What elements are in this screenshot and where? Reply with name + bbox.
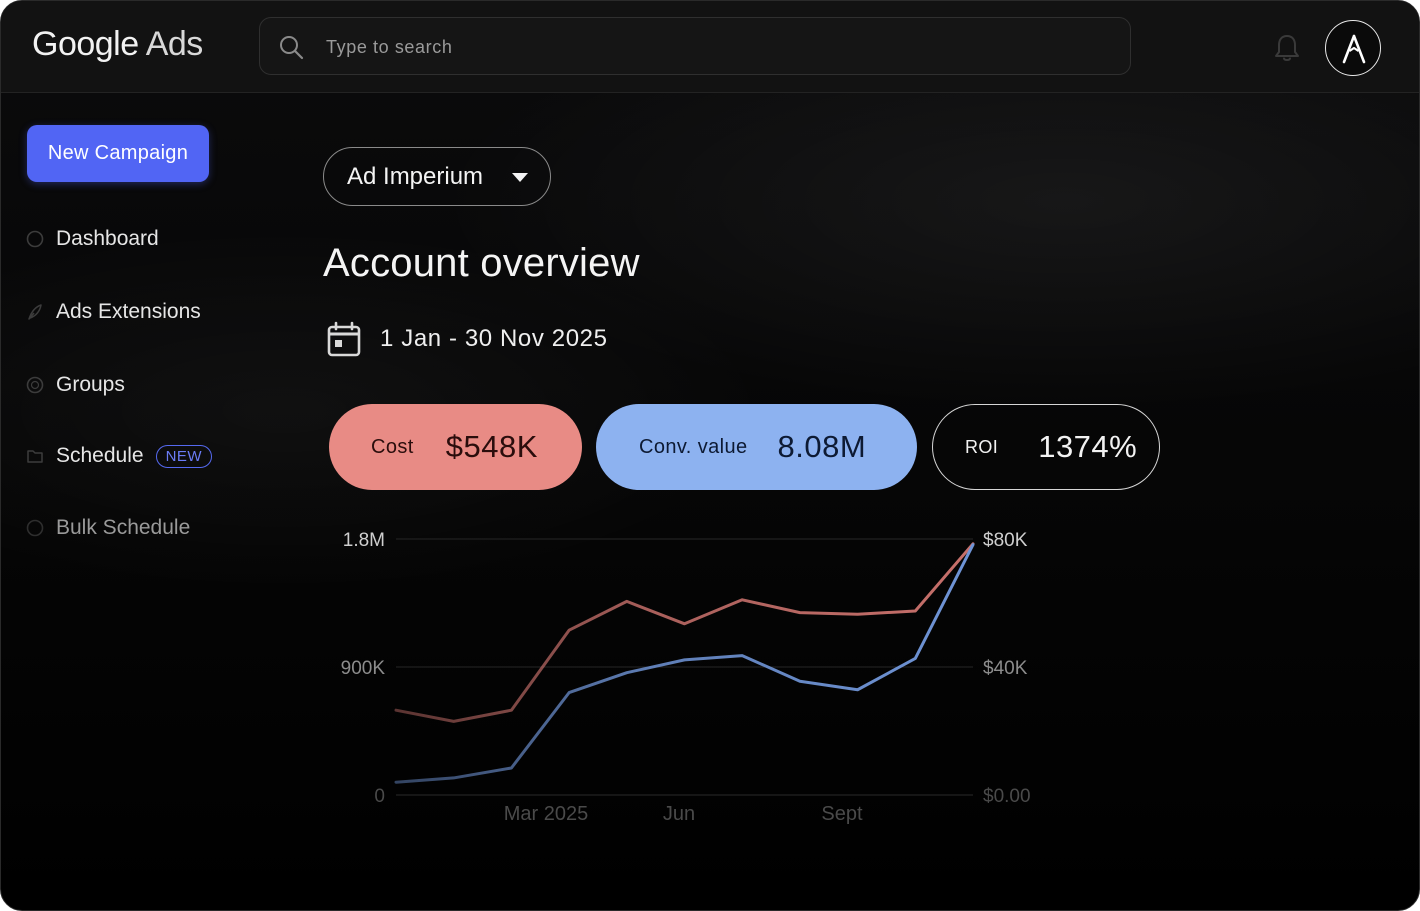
metric-label: Conv. value [639,435,748,458]
y-axis-left-tick-label: 900K [341,658,386,679]
sidebar-item-label: Schedule [56,444,144,467]
sidebar-item-dashboard[interactable]: Dashboard [25,224,159,254]
series-line-cost [394,542,975,723]
overview-line-chart: 1.8M $80K 900K $40K 0 $0.00 Mar 2025 Jun Sept [341,530,1031,825]
logo-google: Google [32,25,139,63]
metric-roi[interactable]: ROI 1374% [932,404,1160,490]
y-axis-left-tick-label: 1.8M [343,530,385,551]
metric-label: ROI [965,436,999,457]
new-campaign-button[interactable]: New Campaign [27,125,209,182]
x-axis-tick-label: Mar 2025 [504,803,589,825]
sidebar-item-label: Dashboard [56,227,159,250]
new-badge: NEW [155,444,213,468]
bell-icon[interactable] [1273,33,1301,63]
page-title: Account overview [323,241,640,285]
avatar-logo-icon [1342,34,1366,64]
metric-conv-value[interactable]: Conv. value 8.08M [596,404,917,490]
folder-icon [27,450,43,463]
search-icon [280,36,304,60]
feather-icon [28,304,42,320]
account-selector[interactable]: Ad Imperium [323,147,551,206]
metric-label: Cost [371,435,414,458]
account-selector-label: Ad Imperium [347,162,484,190]
metric-cost[interactable]: Cost $548K [329,404,582,490]
sidebar-item-schedule[interactable]: Schedule NEW [25,441,213,471]
sidebar-item-ads-extensions[interactable]: Ads Extensions [25,297,201,327]
circle-icon [26,230,44,248]
circle-icon [26,519,44,537]
logo-ads: Ads [145,25,204,63]
search-input[interactable] [324,30,1108,64]
calendar-icon[interactable] [327,321,361,357]
sidebar-item-label: Bulk Schedule [56,516,191,539]
metric-value: 1374% [1038,429,1138,464]
metric-value: 8.08M [777,429,867,464]
sidebar-item-label: Groups [56,373,125,396]
y-axis-right-tick-label: $80K [983,530,1028,551]
caret-down-icon [512,173,528,182]
google-ads-logo[interactable]: Google Ads [32,25,203,64]
date-range[interactable]: 1 Jan - 30 Nov 2025 [380,325,608,352]
circle-icon [26,376,44,394]
y-axis-right-tick-label: $0.00 [983,786,1031,807]
x-axis-tick-label: Sept [821,803,863,825]
y-axis-left-tick-label: 0 [374,786,385,807]
y-axis-right-tick-label: $40K [983,658,1028,679]
series-line-conv-value [394,543,975,784]
top-bar: Google Ads [1,1,1419,93]
search-box[interactable] [259,17,1131,75]
avatar[interactable] [1325,20,1381,76]
sidebar-item-label: Ads Extensions [56,300,201,323]
metric-value: $548K [445,429,538,464]
sidebar-item-groups[interactable]: Groups [25,370,125,400]
sidebar-item-bulk-schedule[interactable]: Bulk Schedule [25,513,190,543]
x-axis-tick-label: Jun [663,803,695,825]
